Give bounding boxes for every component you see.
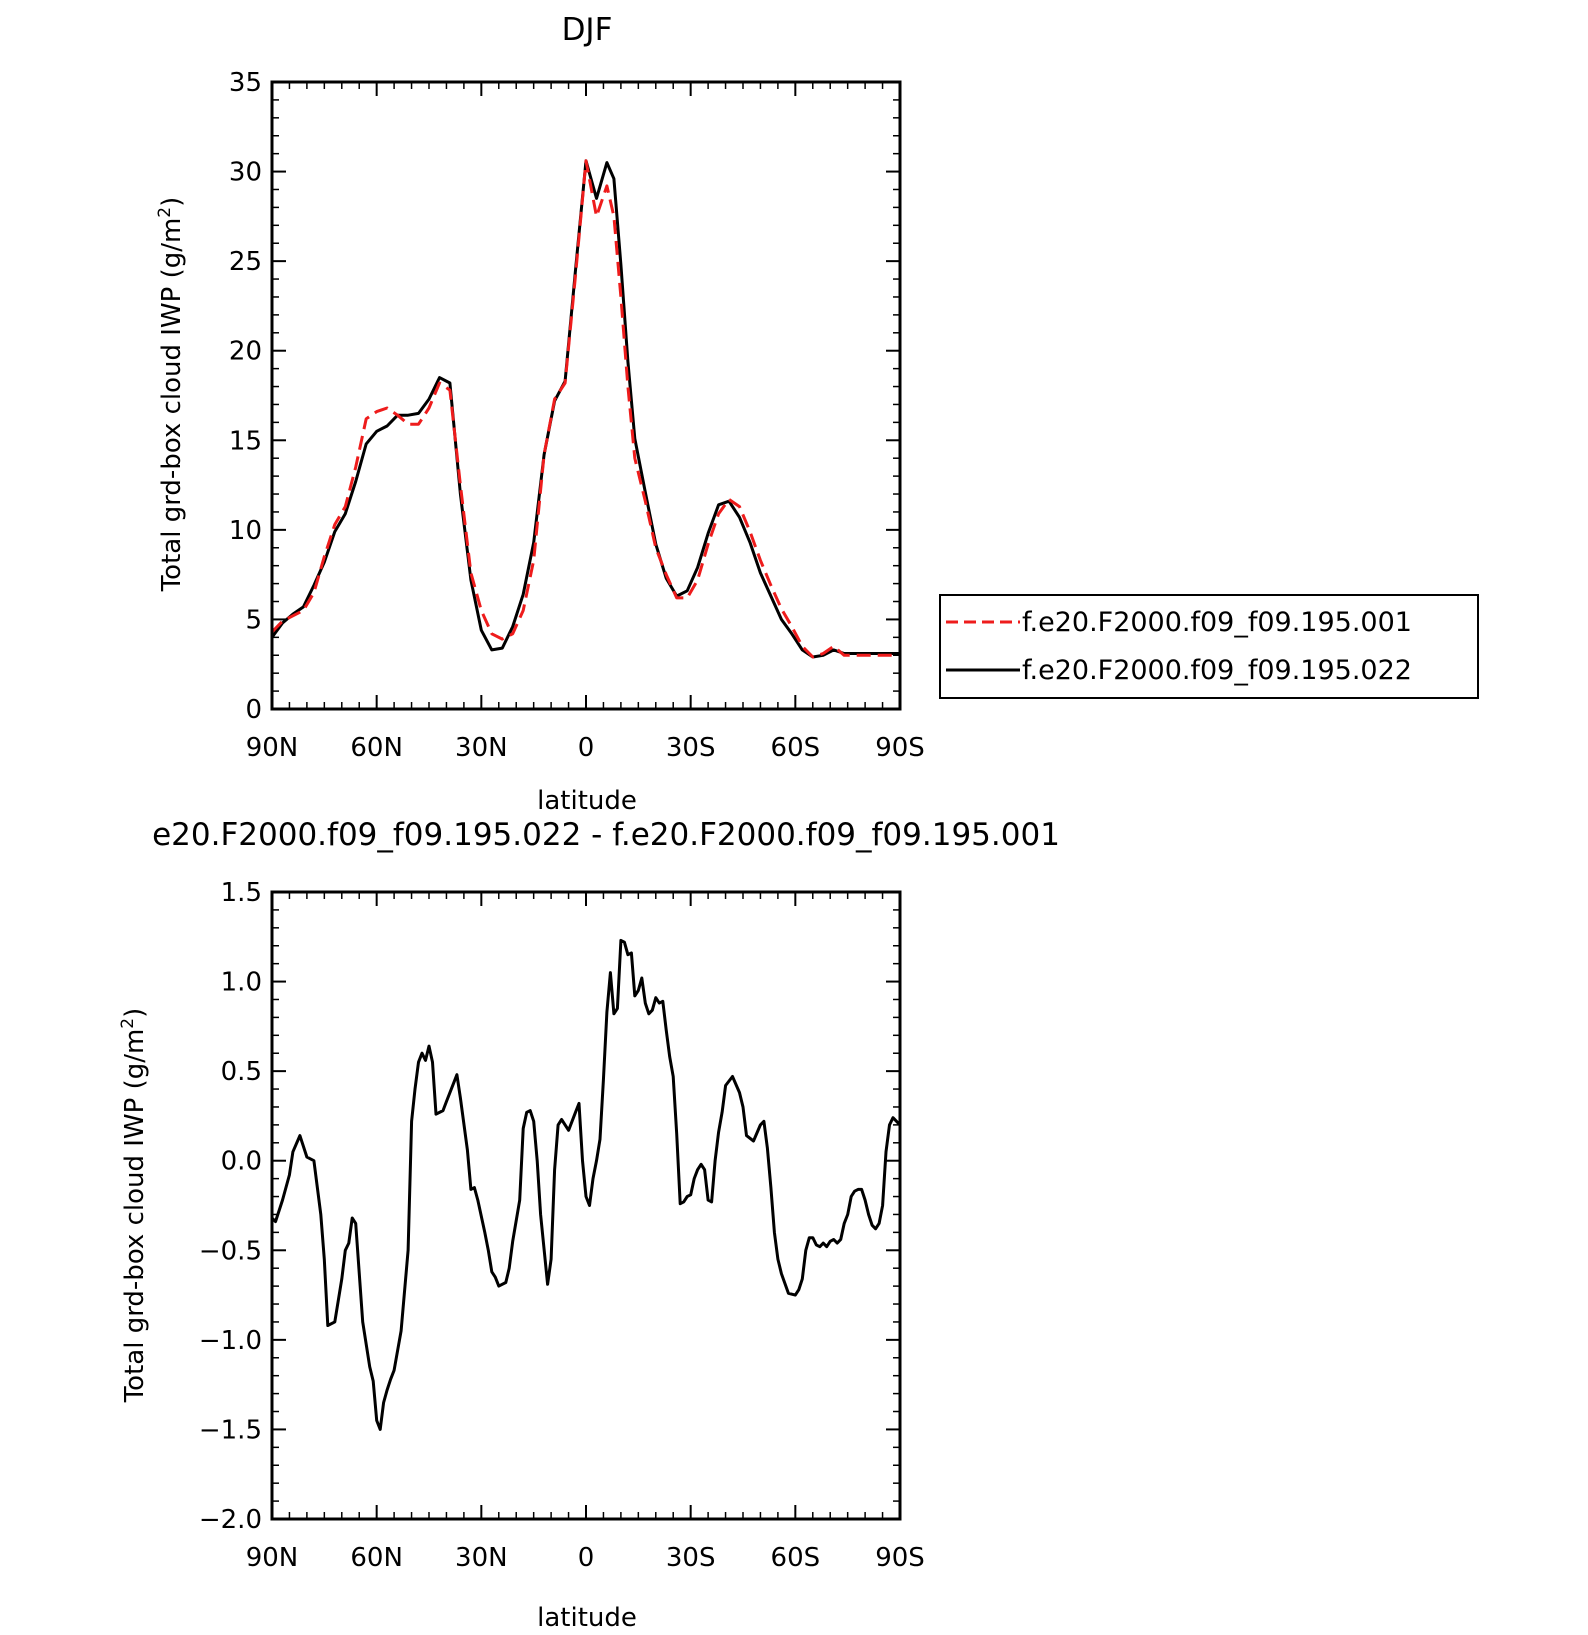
top-legend: f.e20.F2000.f09_f09.195.001 f.e20.F2000.… — [939, 594, 1479, 699]
top-chart: DJF 0 5 10 15 20 25 30 35 90N 60N 30N 0 30S 60S 90S T… — [155, 12, 1479, 816]
top-x-tick-label: 30S — [666, 733, 716, 763]
bottom-y-tick-label: 0.5 — [221, 1057, 262, 1087]
top-y-tick-label: 10 — [229, 516, 262, 546]
bottom-x-axis-title: latitude — [537, 1603, 637, 1633]
bottom-y-tick-label: 1.0 — [221, 968, 262, 998]
top-x-tick-label: 90N — [246, 733, 299, 763]
top-series-line-1 — [270, 159, 900, 659]
bottom-x-tick-label: 30S — [666, 1543, 716, 1573]
top-chart-title: DJF — [562, 12, 613, 48]
top-y-tick-labels: 0 5 10 15 20 25 30 35 — [229, 68, 262, 725]
bottom-x-tick-labels: 90N 60N 30N 0 30S 60S 90S — [246, 1543, 925, 1573]
bottom-series-lines — [270, 938, 902, 1431]
bottom-tick-marks — [271, 891, 901, 1520]
top-y-axis-title-end: ) — [157, 197, 187, 207]
bottom-x-tick-label: 30N — [455, 1543, 508, 1573]
bottom-y-tick-labels: −2.0 −1.5 −1.0 −0.5 0.0 0.5 1.0 1.5 — [199, 878, 262, 1535]
top-series-lines — [270, 159, 900, 659]
bottom-series-line-0 — [270, 938, 902, 1431]
top-x-tick-label: 60N — [350, 733, 403, 763]
top-y-tick-label: 0 — [245, 695, 262, 725]
top-y-axis-title: Total grd-box cloud IWP (g/m2) — [155, 197, 187, 593]
top-y-tick-label: 15 — [229, 426, 262, 456]
top-legend-box — [939, 594, 1479, 699]
bottom-y-axis-title-end: ) — [120, 1008, 150, 1018]
top-x-tick-label: 0 — [578, 733, 595, 763]
top-y-axis-title-sup: 2 — [155, 207, 175, 218]
bottom-x-tick-label: 0 — [578, 1543, 595, 1573]
bottom-x-tick-label: 90S — [875, 1543, 925, 1573]
bottom-y-axis-title-sup: 2 — [118, 1018, 138, 1029]
top-legend-label-001: f.e20.F2000.f09_f09.195.001 — [1022, 607, 1412, 638]
bottom-x-tick-label: 60S — [771, 1543, 821, 1573]
top-y-tick-label: 35 — [229, 68, 262, 98]
bottom-y-tick-label: −0.5 — [199, 1236, 262, 1266]
top-plot-frame — [270, 80, 902, 711]
bottom-chart: e20.F2000.f09_f09.195.022 - f.e20.F2000.… — [118, 817, 1060, 1633]
top-y-tick-label: 25 — [229, 247, 262, 277]
top-y-axis-title-text: Total grd-box cloud IWP (g/m — [157, 218, 187, 593]
top-x-axis-title: latitude — [537, 786, 637, 816]
bottom-y-tick-label: 1.5 — [221, 878, 262, 908]
bottom-chart-title: e20.F2000.f09_f09.195.022 - f.e20.F2000.… — [152, 817, 1060, 853]
top-y-tick-label: 30 — [229, 158, 262, 188]
top-x-tick-label: 60S — [771, 733, 821, 763]
bottom-y-axis-title-text: Total grd-box cloud IWP (g/m — [120, 1029, 150, 1404]
bottom-x-tick-label: 90N — [246, 1543, 299, 1573]
bottom-y-tick-label: −1.0 — [199, 1326, 262, 1356]
top-x-tick-labels: 90N 60N 30N 0 30S 60S 90S — [246, 733, 925, 763]
top-y-tick-label: 20 — [229, 337, 262, 367]
bottom-x-tick-label: 60N — [350, 1543, 403, 1573]
bottom-plot-frame — [270, 890, 902, 1521]
bottom-y-axis-title: Total grd-box cloud IWP (g/m2) — [118, 1008, 150, 1404]
top-legend-label-022: f.e20.F2000.f09_f09.195.022 — [1022, 655, 1412, 686]
top-y-tick-label: 5 — [245, 605, 262, 635]
top-series-line-0 — [270, 159, 900, 659]
bottom-y-tick-label: −2.0 — [199, 1505, 262, 1535]
top-x-tick-label: 30N — [455, 733, 508, 763]
top-x-tick-label: 90S — [875, 733, 925, 763]
bottom-y-tick-label: 0.0 — [221, 1147, 262, 1177]
bottom-y-tick-label: −1.5 — [199, 1415, 262, 1445]
